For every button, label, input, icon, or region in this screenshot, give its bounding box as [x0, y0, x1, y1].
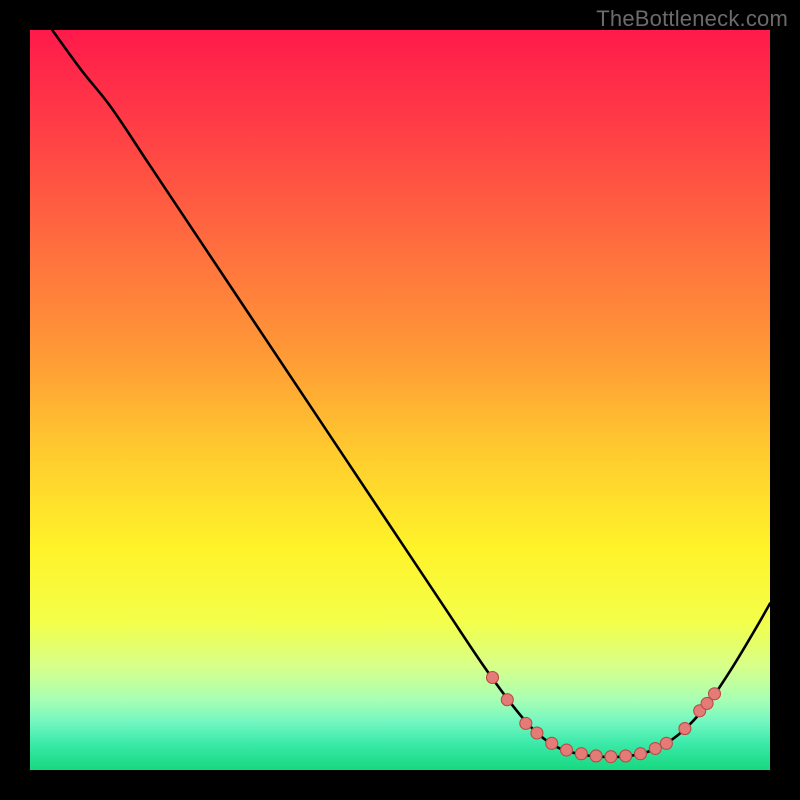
data-marker [501, 694, 513, 706]
data-marker [590, 750, 602, 762]
gradient-background [30, 30, 770, 770]
data-marker [709, 688, 721, 700]
data-marker [561, 744, 573, 756]
data-marker [520, 717, 532, 729]
chart-container: TheBottleneck.com [0, 0, 800, 800]
bottleneck-curve-chart [0, 0, 800, 800]
data-marker [660, 737, 672, 749]
data-marker [649, 743, 661, 755]
data-marker [605, 751, 617, 763]
data-marker [531, 727, 543, 739]
data-marker [546, 737, 558, 749]
watermark-text: TheBottleneck.com [596, 6, 788, 32]
data-marker [620, 750, 632, 762]
data-marker [679, 723, 691, 735]
data-marker [635, 748, 647, 760]
data-marker [575, 748, 587, 760]
data-marker [487, 672, 499, 684]
